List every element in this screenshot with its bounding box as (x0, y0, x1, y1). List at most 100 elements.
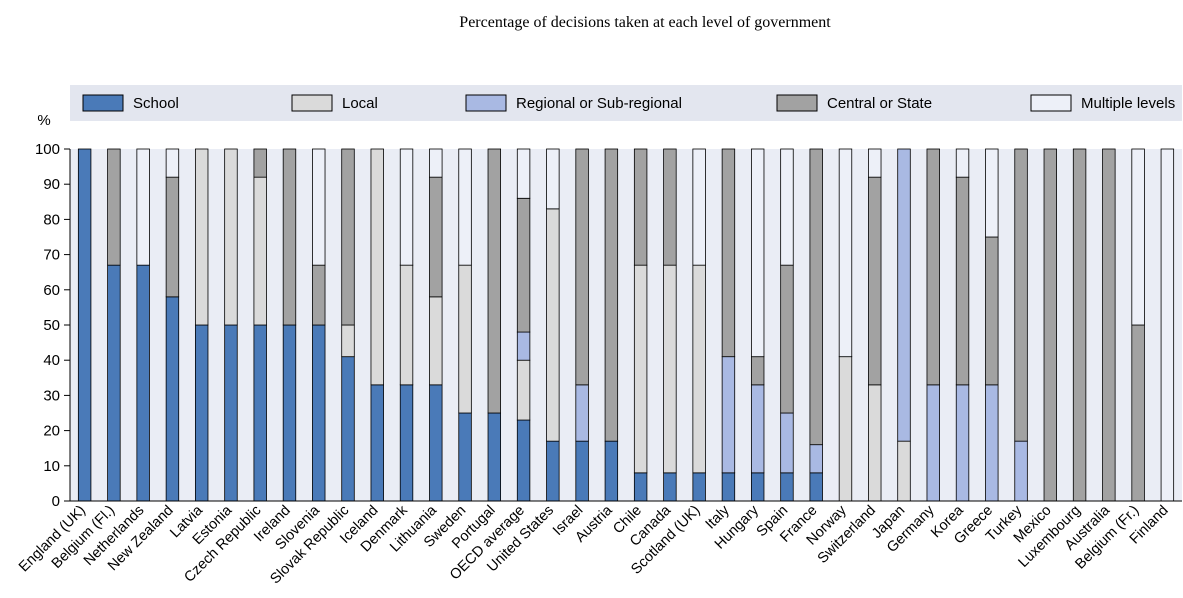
bar-segment-school (370, 384, 384, 502)
bar-segment-regional-or-sub-regional (780, 412, 794, 474)
bar-segment-multiple-levels (985, 148, 999, 238)
bar-segment-school (516, 419, 531, 502)
bar-segment-regional-or-sub-regional (985, 384, 999, 502)
bar-segment-central-or-state (926, 148, 940, 386)
bar-segment-multiple-levels (516, 148, 531, 199)
bar-segment-school (750, 472, 765, 502)
bar-segment-school (633, 472, 648, 502)
bar-segment-local (663, 264, 677, 474)
bar-segment-central-or-state (663, 148, 677, 266)
bar-segment-regional-or-sub-regional (750, 384, 765, 474)
y-tick-label: 60 (43, 282, 60, 299)
y-tick-label: 20 (43, 423, 60, 440)
bar-segment-central-or-state (487, 148, 502, 414)
bar-segment-central-or-state (780, 264, 794, 414)
bar-segment-local (692, 264, 706, 474)
legend-label: Regional or Sub-regional (516, 95, 682, 112)
bar-segment-central-or-state (633, 148, 648, 266)
bar-segment-local (224, 148, 238, 326)
bar-segment-central-or-state (575, 148, 589, 386)
legend-swatch (291, 94, 333, 112)
legend-swatch (776, 94, 818, 112)
bar-segment-multiple-levels (429, 148, 443, 178)
bar-segment-central-or-state (721, 148, 736, 358)
bar-segment-multiple-levels (458, 148, 472, 266)
legend-swatch (82, 94, 124, 112)
bar-segment-multiple-levels (1131, 148, 1145, 326)
legend-label: Local (342, 95, 378, 112)
bar-segment-central-or-state (868, 176, 882, 386)
legend-label: Central or State (827, 95, 932, 112)
bar-segment-school (780, 472, 794, 502)
bar-segment-local (399, 264, 414, 386)
bar-segment-school (604, 440, 619, 502)
bar-segment-local (194, 148, 209, 326)
bar-segment-regional-or-sub-regional (809, 444, 823, 474)
bar-segment-central-or-state (750, 356, 765, 386)
bar-segment-local (516, 359, 531, 421)
bar-segment-central-or-state (809, 148, 823, 446)
legend: School Local Regional or Sub-regional Centr… (82, 94, 1175, 112)
bar-segment-central-or-state (1014, 148, 1028, 442)
chart-title: Percentage of decisions taken at each le… (459, 14, 831, 31)
bar-segment-regional-or-sub-regional (955, 384, 970, 502)
bar-segment-multiple-levels (750, 148, 765, 358)
bar-segment-central-or-state (604, 148, 619, 442)
bar-segment-multiple-levels (312, 148, 326, 266)
legend-swatch (465, 94, 507, 112)
bar-segment-regional-or-sub-regional (575, 384, 589, 442)
bar-segment-multiple-levels (136, 148, 150, 266)
y-tick-label: 80 (43, 211, 60, 228)
bar-segment-regional-or-sub-regional (721, 356, 736, 474)
bar-segment-multiple-levels (838, 148, 853, 358)
bar-segment-school (546, 440, 560, 502)
bar-segment-local (546, 208, 560, 442)
bar-segment-central-or-state (341, 148, 355, 326)
legend-label: School (133, 95, 179, 112)
bar-segment-central-or-state (429, 176, 443, 298)
bar-segment-central-or-state (1043, 148, 1058, 502)
bar-segment-multiple-levels (546, 148, 560, 210)
bar-segment-central-or-state (107, 148, 121, 266)
bar-segment-central-or-state (1072, 148, 1087, 502)
bar-segment-central-or-state (312, 264, 326, 326)
bar-segment-local (341, 324, 355, 358)
bar-segment-school (809, 472, 823, 502)
y-tick-label: 50 (43, 317, 60, 334)
y-tick-label: 70 (43, 247, 60, 264)
bar-segment-local (458, 264, 472, 414)
legend-swatch (1030, 94, 1072, 112)
bar-segment-local (429, 296, 443, 386)
bar-segment-local (633, 264, 648, 474)
bar-segment-central-or-state (955, 176, 970, 386)
bar-segment-central-or-state (1131, 324, 1145, 502)
bar-segment-multiple-levels (165, 148, 180, 178)
bar-segment-multiple-levels (955, 148, 970, 178)
y-tick-label: 40 (43, 352, 60, 369)
y-tick-label: 10 (43, 458, 60, 475)
bar-segment-multiple-levels (1160, 148, 1175, 502)
bar-segment-school (136, 264, 150, 502)
bar-segment-local (253, 176, 267, 326)
bar-segment-school (429, 384, 443, 502)
bar-segment-central-or-state (1102, 148, 1116, 502)
bar-segment-school (458, 412, 472, 502)
y-axis-label: % (37, 112, 50, 129)
bar-segment-local (838, 356, 853, 502)
bar-segment-central-or-state (165, 176, 180, 298)
bar-segment-school (282, 324, 297, 502)
bar-segment-regional-or-sub-regional (897, 148, 911, 442)
bar-segment-school (721, 472, 736, 502)
bar-segment-regional-or-sub-regional (1014, 440, 1028, 502)
bar-segment-school (224, 324, 238, 502)
bar-segment-central-or-state (516, 197, 531, 333)
bar-segment-school (107, 264, 121, 502)
bar-segment-school (77, 148, 92, 502)
bar-segment-school (399, 384, 414, 502)
legend-label: Multiple levels (1081, 95, 1175, 112)
bar-segment-local (868, 384, 882, 502)
bar-segment-school (575, 440, 589, 502)
bar-segment-local (370, 148, 384, 386)
legend-background (70, 85, 1182, 121)
